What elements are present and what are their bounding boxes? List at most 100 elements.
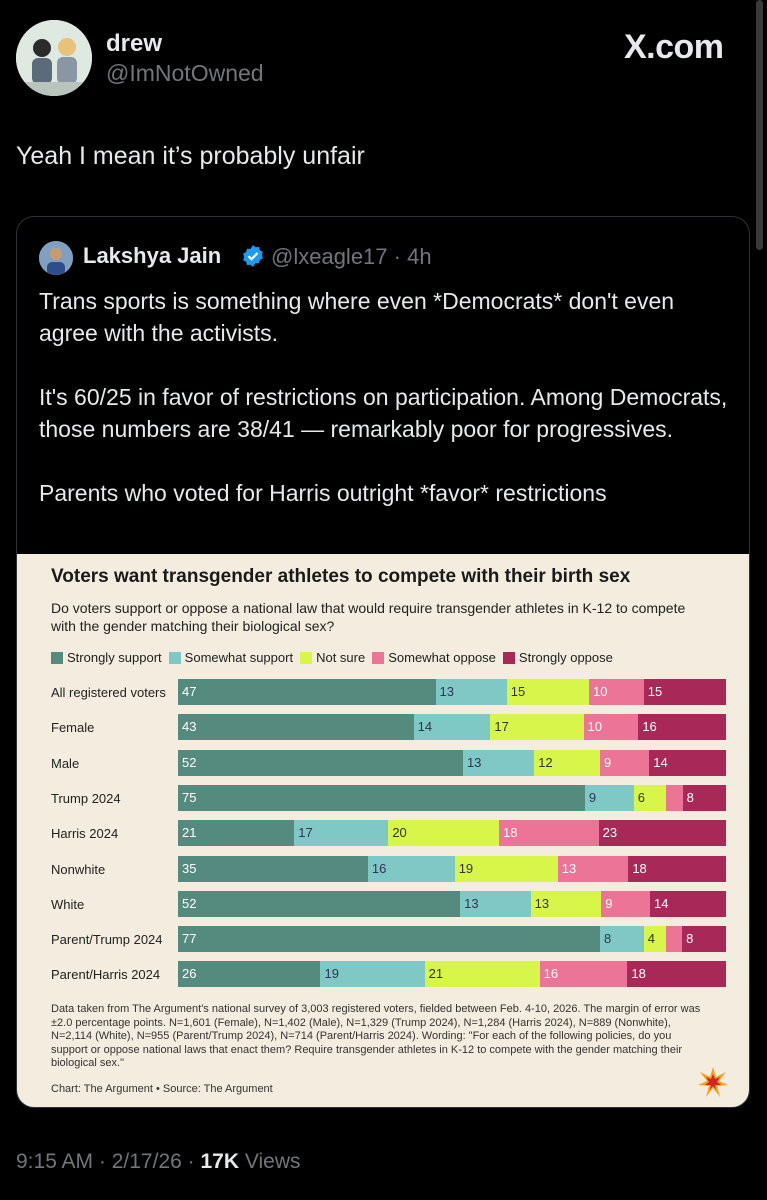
chart-rows: All registered voters 47 13 15 10 15 Female 43 1… bbox=[17, 554, 749, 994]
bar-segment: 77 bbox=[178, 926, 600, 953]
bar-segment: 8 bbox=[599, 926, 644, 953]
legend-label: Somewhat oppose bbox=[388, 650, 496, 665]
bar-segment: 19 bbox=[454, 855, 558, 882]
tweet-date[interactable]: 2/17/26 bbox=[111, 1150, 182, 1173]
bar-segment: 16 bbox=[367, 855, 455, 882]
legend-label: Not sure bbox=[316, 650, 366, 665]
bar-segment: 8 bbox=[682, 784, 726, 811]
legend-item: Not sure bbox=[300, 650, 365, 665]
tweet-time[interactable]: 9:15 AM bbox=[16, 1150, 94, 1173]
chart-credit: Chart: The Argument • Source: The Argume… bbox=[51, 1083, 273, 1095]
quote-paragraph: Trans sports is something where even *De… bbox=[39, 288, 675, 346]
bar-segment: 14 bbox=[650, 890, 726, 917]
author-handle[interactable]: @ImNotOwned bbox=[106, 60, 264, 86]
quote-author-name[interactable]: Lakshya Jain bbox=[83, 243, 222, 268]
category-label: All registered voters bbox=[51, 685, 166, 700]
category-label: Harris 2024 bbox=[51, 826, 119, 842]
chart-notes: Data taken from The Argument's national … bbox=[51, 1003, 701, 1069]
legend-swatch bbox=[372, 651, 385, 664]
bar-segment: 16 bbox=[638, 714, 726, 741]
bar-segment: 52 bbox=[178, 749, 463, 776]
legend-label: Somewhat support bbox=[184, 650, 294, 665]
quote-age: 4h bbox=[407, 244, 432, 269]
bar-segment: 12 bbox=[534, 749, 600, 776]
scrollbar[interactable] bbox=[756, 0, 763, 250]
bar-segment: 13 bbox=[557, 855, 629, 882]
bar-segment: 14 bbox=[649, 749, 726, 776]
bar-segment bbox=[665, 926, 683, 953]
legend-label: Strongly oppose bbox=[518, 650, 613, 665]
chart-legend: Strongly support Somewhat support Not sure… bbox=[51, 650, 620, 665]
chart-image[interactable]: Voters want transgender athletes to comp… bbox=[17, 554, 749, 1107]
bar-segment: 13 bbox=[530, 890, 602, 917]
bar-segment: 17 bbox=[294, 820, 389, 847]
bar-segment: 26 bbox=[178, 961, 321, 988]
bar-segment: 21 bbox=[424, 961, 540, 988]
bar-segment: 23 bbox=[598, 820, 726, 847]
bar-segment: 15 bbox=[506, 679, 589, 705]
bar-segment: 18 bbox=[499, 820, 599, 847]
legend-item: Strongly support bbox=[51, 650, 162, 665]
quote-author-handle[interactable]: @lxeagle17 bbox=[271, 244, 388, 269]
bar-segment: 13 bbox=[462, 749, 535, 776]
chart-subtitle: Do voters support or oppose a national l… bbox=[51, 600, 686, 634]
bar-segment: 10 bbox=[589, 679, 644, 705]
brand-logo: X.com bbox=[624, 28, 724, 66]
bar-segment: 15 bbox=[643, 679, 726, 705]
bar-segment: 9 bbox=[584, 784, 634, 811]
views-label: Views bbox=[244, 1150, 301, 1173]
bar-segment: 18 bbox=[628, 855, 726, 882]
category-label: Nonwhite bbox=[51, 861, 106, 877]
bar-segment: 14 bbox=[413, 714, 491, 741]
legend-swatch bbox=[51, 651, 63, 664]
bar-segment: 19 bbox=[320, 961, 425, 988]
bar-segment: 13 bbox=[460, 890, 531, 917]
bar-segment: 4 bbox=[643, 926, 666, 953]
bar-segment: 17 bbox=[490, 714, 584, 741]
category-label: Parent/Harris 2024 bbox=[51, 967, 161, 983]
separator-dot: · bbox=[387, 244, 408, 269]
bar-segment: 52 bbox=[178, 890, 461, 917]
quote-paragraph: Parents who voted for Harris outright *f… bbox=[39, 480, 607, 506]
bar-segment: 35 bbox=[178, 855, 368, 882]
bar-segment: 47 bbox=[178, 679, 436, 705]
tweet-text: Yeah I mean it’s probably unfair bbox=[16, 142, 365, 170]
legend-item: Somewhat oppose bbox=[372, 650, 496, 665]
legend-swatch bbox=[300, 651, 313, 664]
quote-paragraph: It's 60/25 in favor of restrictions on p… bbox=[39, 384, 728, 442]
bar-segment: 9 bbox=[601, 890, 651, 917]
bar-segment: 20 bbox=[388, 820, 500, 847]
bar-segment: 21 bbox=[178, 820, 295, 847]
legend-swatch bbox=[502, 651, 515, 664]
bar-segment: 6 bbox=[633, 784, 667, 811]
bar-segment: 10 bbox=[583, 714, 639, 741]
argument-logo-icon bbox=[697, 1066, 729, 1098]
legend-item: Strongly oppose bbox=[502, 650, 613, 665]
category-label: Male bbox=[51, 755, 80, 771]
quote-author-handle-and-age[interactable]: @lxeagle17 · 4h bbox=[271, 244, 432, 270]
bar-segment: 9 bbox=[599, 749, 650, 776]
bar-segment: 75 bbox=[178, 784, 585, 811]
category-label: Female bbox=[51, 720, 95, 736]
quote-text: Trans sports is something where even *De… bbox=[39, 285, 729, 509]
verified-badge-icon bbox=[241, 244, 265, 268]
quote-author-avatar[interactable] bbox=[39, 241, 73, 275]
views-count: 17K bbox=[200, 1150, 240, 1173]
category-label: White bbox=[51, 896, 85, 912]
bar-segment: 43 bbox=[178, 714, 414, 741]
category-label: Trump 2024 bbox=[51, 790, 121, 806]
bar-segment bbox=[666, 784, 683, 811]
quoted-tweet[interactable]: Lakshya Jain @lxeagle17 · 4h Trans sport… bbox=[16, 216, 750, 1108]
legend-item: Somewhat support bbox=[168, 650, 294, 665]
legend-label: Strongly support bbox=[67, 650, 162, 665]
author-avatar[interactable] bbox=[16, 20, 92, 96]
bar-segment: 16 bbox=[539, 961, 628, 988]
bar-segment: 13 bbox=[435, 679, 507, 705]
tweet-meta: 9:15 AM · 2/17/26 · 17K Views bbox=[16, 1150, 301, 1173]
category-label: Parent/Trump 2024 bbox=[51, 932, 163, 948]
legend-swatch bbox=[168, 651, 181, 664]
chart-title: Voters want transgender athletes to comp… bbox=[51, 566, 631, 587]
bar-segment: 18 bbox=[627, 961, 726, 988]
author-name[interactable]: drew bbox=[106, 30, 163, 57]
bar-segment: 8 bbox=[682, 926, 726, 953]
